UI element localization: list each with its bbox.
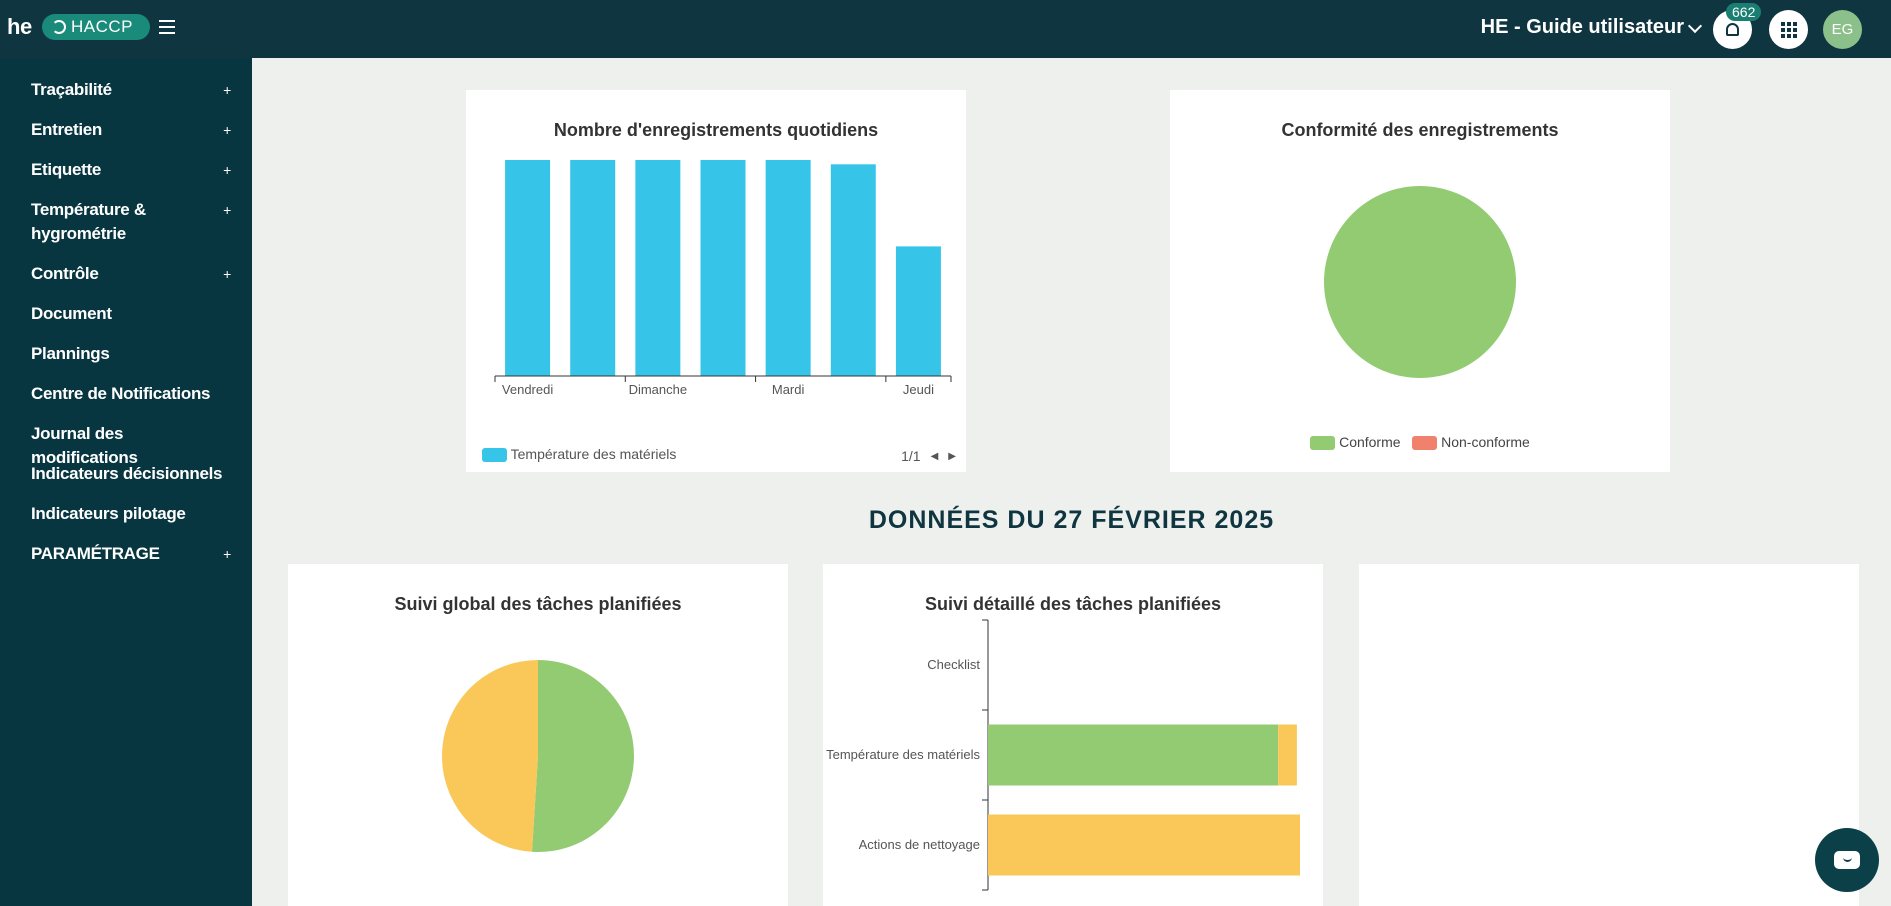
global-tasks-pie-chart (441, 660, 634, 852)
sidebar-item-tracabilite[interactable]: Traçabilité + (31, 78, 231, 102)
sidebar-item-label: Journal des modifications (31, 424, 138, 467)
conformity-card: Conformité des enregistrements Conforme … (1170, 90, 1670, 472)
bar-dimanche[interactable] (635, 160, 681, 376)
bar-mercredi[interactable] (830, 164, 876, 376)
site-selector[interactable]: HE - Guide utilisateur (1480, 16, 1703, 39)
detailed-tasks-bar-chart: Checklist Température des matériels Action… (826, 619, 1300, 891)
sidebar-item-temperature-hygrometrie[interactable]: Température & hygrométrie + (31, 198, 231, 246)
chart-title: Suivi détaillé des tâches planifiées (924, 594, 1222, 614)
sidebar-item-controle[interactable]: Contrôle + (31, 262, 231, 286)
sidebar-item-document[interactable]: Document (31, 302, 231, 326)
site-selector-label: HE - Guide utilisateur (1480, 16, 1684, 38)
expand-plus-icon: + (223, 266, 231, 282)
conformity-pie-chart (1324, 186, 1516, 378)
x-tick-label: Mardi (772, 382, 805, 397)
expand-plus-icon: + (223, 82, 231, 98)
logo-he: he (7, 14, 32, 39)
sidebar: Traçabilité + Entretien + Etiquette + Te… (0, 58, 252, 906)
legend-swatch (482, 448, 507, 463)
expand-plus-icon: + (223, 202, 231, 218)
bar-mardi[interactable] (765, 160, 811, 376)
sidebar-item-journal-modifications[interactable]: Journal des modifications (31, 422, 231, 470)
sidebar-item-label: PARAMÉTRAGE (31, 544, 160, 563)
sidebar-item-label: Indicateurs pilotage (31, 504, 186, 523)
sidebar-item-label: Indicateurs décisionnels (31, 464, 223, 483)
legend-label-conforme[interactable]: Conforme (1339, 434, 1401, 450)
daily-records-chart: Vendredi Dimanche Mardi Jeudi (494, 160, 952, 397)
expand-plus-icon: + (223, 122, 231, 138)
y-tick-label: Température des matériels (826, 747, 980, 762)
global-tasks-card: Suivi global des tâches planifiées (288, 564, 788, 906)
sidebar-item-label: Plannings (31, 344, 110, 363)
chart-title: Suivi global des tâches planifiées (394, 594, 682, 614)
menu-toggle-icon[interactable] (159, 20, 175, 34)
bar-segment[interactable] (988, 814, 1300, 876)
legend-label: Température des matériels (510, 446, 677, 462)
notification-badge: 662 (1726, 3, 1762, 21)
bar-samedi[interactable] (570, 160, 616, 376)
x-tick-label: Jeudi (903, 382, 934, 397)
chart-legend[interactable]: Température des matériels (482, 446, 677, 463)
chevron-down-icon (1687, 18, 1703, 33)
bar-segment[interactable] (988, 724, 1279, 786)
chart-title: Conformité des enregistrements (1281, 120, 1559, 140)
expand-plus-icon: + (223, 162, 231, 178)
haccp-label: HACCP (71, 17, 134, 36)
legend-pager-text: 1/1 (901, 448, 921, 464)
x-tick-label: Dimanche (629, 382, 688, 397)
pie-slice-yellow[interactable] (441, 660, 538, 852)
bar-jeudi[interactable] (895, 246, 941, 376)
sidebar-item-indicateurs-decisionnels[interactable]: Indicateurs décisionnels (31, 462, 231, 486)
legend-swatch-non-conforme (1412, 436, 1438, 451)
pager-prev-icon[interactable]: ◀ (930, 450, 939, 462)
bar-lundi[interactable] (700, 160, 746, 376)
daily-records-card: Nombre d'enregistrements quotidiens Vend… (466, 90, 966, 472)
sidebar-item-centre-notifications[interactable]: Centre de Notifications (31, 382, 231, 406)
chart-legend: Conforme Non-conforme (1170, 434, 1670, 451)
detailed-tasks-card: Suivi détaillé des tâches planifiées Che… (823, 564, 1323, 906)
y-tick-label: Actions de nettoyage (859, 837, 980, 852)
top-bar: he HACCP HE - Guide utilisateur 662 EG (0, 0, 1891, 58)
section-title: DONNÉES DU 27 FÉVRIER 2025 (868, 506, 1275, 534)
bar-segment[interactable] (1278, 724, 1297, 786)
sidebar-item-label: Température & hygrométrie (31, 200, 146, 243)
grid-icon (1780, 21, 1797, 38)
legend-pager: 1/1 ◀ ▶ (901, 448, 956, 464)
pie-slice-green[interactable] (531, 660, 634, 852)
empty-card (1359, 564, 1859, 906)
y-tick-label: Checklist (927, 657, 980, 672)
sidebar-item-label: Document (31, 304, 112, 323)
sidebar-item-label: Contrôle (31, 264, 99, 283)
pager-next-icon[interactable]: ▶ (948, 450, 956, 462)
sidebar-item-label: Centre de Notifications (31, 384, 211, 403)
sidebar-item-indicateurs-pilotage[interactable]: Indicateurs pilotage (31, 502, 231, 526)
sidebar-item-entretien[interactable]: Entretien + (31, 118, 231, 142)
sidebar-item-parametrage[interactable]: PARAMÉTRAGE + (31, 542, 231, 566)
chart-title: Nombre d'enregistrements quotidiens (553, 120, 879, 140)
chat-icon (1834, 851, 1860, 869)
bar-vendredi[interactable] (505, 160, 551, 376)
sidebar-item-label: Entretien (31, 120, 102, 139)
user-avatar[interactable]: EG (1823, 10, 1862, 49)
bell-icon (1726, 23, 1739, 36)
apps-grid-button[interactable] (1769, 10, 1808, 49)
haccp-logo-pill: HACCP (42, 14, 150, 40)
sidebar-item-label: Etiquette (31, 160, 102, 179)
legend-label-non-conforme[interactable]: Non-conforme (1441, 434, 1530, 450)
sidebar-item-etiquette[interactable]: Etiquette + (31, 158, 231, 182)
pie-slice-conforme[interactable] (1324, 186, 1516, 378)
sidebar-item-plannings[interactable]: Plannings (31, 342, 231, 366)
sidebar-item-label: Traçabilité (31, 80, 112, 99)
legend-swatch-conforme (1310, 436, 1336, 451)
expand-plus-icon: + (223, 546, 231, 562)
chat-support-button[interactable] (1815, 828, 1879, 892)
recycle-leaf-icon (52, 20, 66, 34)
x-tick-label: Vendredi (502, 382, 553, 397)
